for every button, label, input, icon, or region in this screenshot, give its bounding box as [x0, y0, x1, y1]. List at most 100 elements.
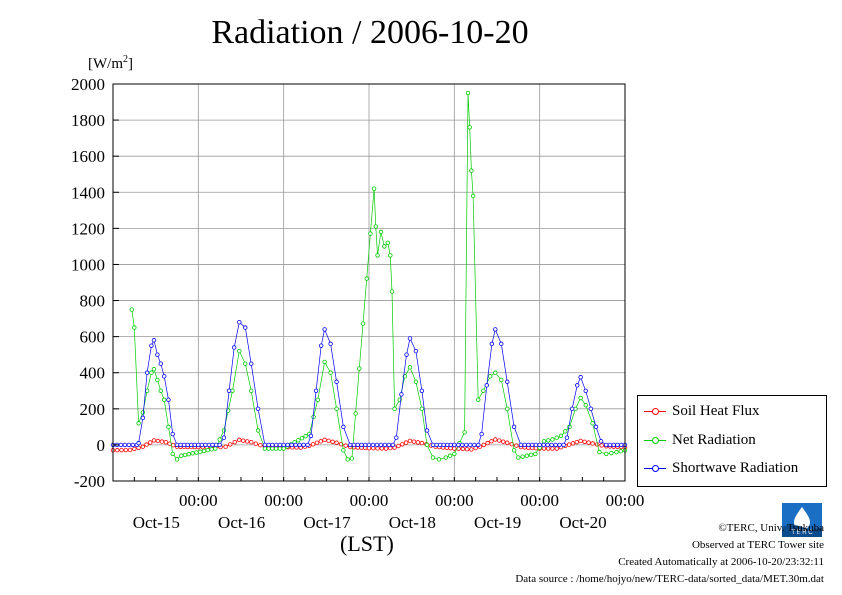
data-point-net: [578, 395, 583, 401]
data-point-net: [201, 448, 207, 454]
data-point-net: [430, 455, 436, 460]
data-point-shortwave: [126, 442, 132, 448]
data-point-shortwave: [518, 442, 524, 448]
data-point-shortwave: [529, 442, 535, 448]
data-point-shortwave: [394, 435, 399, 440]
data-point-soil: [505, 440, 510, 445]
data-point-soil: [590, 441, 595, 446]
data-point-soil: [237, 437, 242, 443]
data-point-soil: [469, 447, 474, 452]
data-point-net: [590, 421, 595, 426]
data-point-soil: [550, 446, 555, 451]
data-point-shortwave: [170, 431, 175, 437]
created-text: Created Automatically at 2006-10-20/23:3…: [618, 556, 824, 568]
data-point-shortwave: [476, 442, 481, 448]
data-point-shortwave: [424, 428, 430, 433]
data-point-soil: [245, 439, 250, 444]
data-point-net: [341, 448, 346, 453]
data-point-net: [528, 452, 534, 458]
data-point-shortwave: [181, 442, 187, 448]
data-point-shortwave: [341, 424, 346, 430]
x-tick-day: Oct-15: [133, 513, 180, 532]
data-point-shortwave: [588, 406, 594, 412]
data-point-shortwave: [328, 341, 333, 347]
data-point-net: [389, 289, 395, 294]
data-point-soil: [171, 443, 176, 448]
data-point-soil: [132, 446, 137, 452]
y-tick-label: 1400: [71, 183, 105, 202]
data-point-net: [262, 446, 268, 451]
x-axis-label: (LST): [340, 531, 394, 556]
legend-swatch-soil: [644, 405, 666, 417]
data-point-shortwave: [178, 442, 183, 448]
data-point-shortwave: [575, 383, 580, 388]
data-point-shortwave: [583, 388, 588, 393]
data-point-net: [481, 388, 486, 393]
data-point-shortwave: [255, 406, 261, 412]
data-point-net: [597, 449, 602, 455]
data-point-soil: [411, 439, 417, 444]
data-point-shortwave: [569, 406, 575, 412]
data-point-net: [419, 406, 425, 412]
data-point-soil: [144, 442, 149, 447]
data-point-net: [388, 253, 393, 258]
y-tick-label: 200: [80, 400, 106, 419]
data-point-shortwave: [545, 442, 550, 448]
data-point-shortwave: [382, 442, 388, 448]
data-point-net: [407, 365, 413, 370]
data-point-soil: [343, 443, 348, 448]
y-tick-label: 800: [80, 292, 106, 311]
data-point-net: [179, 453, 184, 458]
data-series: [110, 90, 628, 462]
data-point-net: [255, 428, 261, 433]
data-point-net: [360, 321, 366, 326]
data-point-shortwave: [537, 442, 542, 448]
data-point-soil: [481, 442, 486, 448]
data-point-shortwave: [448, 442, 453, 448]
data-point-shortwave: [390, 442, 396, 448]
data-point-soil: [501, 439, 506, 444]
data-point-shortwave: [593, 424, 599, 430]
legend-item-soil: Soil Heat Flux: [644, 400, 760, 422]
x-tick-time: 00:00: [264, 491, 303, 510]
data-point-shortwave: [441, 442, 446, 448]
data-point-shortwave: [226, 388, 232, 393]
data-point-shortwave: [413, 348, 419, 354]
chart-title: Radiation / 2006-10-20: [211, 14, 529, 51]
data-point-shortwave: [598, 439, 604, 444]
data-point-soil: [400, 442, 405, 447]
data-point-shortwave: [615, 442, 620, 448]
data-point-shortwave: [243, 325, 248, 330]
data-point-shortwave: [557, 442, 562, 448]
data-point-shortwave: [460, 442, 465, 448]
data-point-net: [470, 193, 476, 199]
copyright-text: ©TERC, Univ. Tsukuba: [718, 522, 824, 534]
data-point-shortwave: [277, 442, 283, 448]
data-point-shortwave: [158, 361, 163, 366]
data-point-net: [270, 446, 275, 451]
data-point-soil: [249, 440, 254, 445]
data-point-net: [382, 244, 387, 249]
data-point-soil: [310, 442, 316, 447]
data-point-shortwave: [404, 352, 409, 357]
data-point-shortwave: [370, 442, 376, 448]
legend-swatch-net: [644, 434, 666, 446]
data-point-shortwave: [434, 442, 439, 448]
data-point-net: [516, 455, 521, 460]
data-point-shortwave: [561, 442, 566, 448]
data-point-shortwave: [231, 345, 237, 350]
data-point-shortwave: [249, 361, 254, 366]
data-point-shortwave: [437, 442, 443, 448]
data-point-net: [303, 433, 308, 439]
data-point-net: [205, 447, 211, 453]
data-point-shortwave: [452, 442, 457, 448]
unit-close: ]: [128, 56, 133, 72]
data-point-soil: [578, 438, 583, 444]
data-point-net: [443, 455, 448, 460]
data-point-soil: [574, 439, 579, 445]
x-tick-day: Oct-20: [559, 513, 606, 532]
y-tick-label: 600: [80, 328, 106, 347]
data-point-net: [541, 439, 547, 444]
data-point-soil: [330, 439, 335, 444]
data-point-net: [392, 406, 397, 412]
